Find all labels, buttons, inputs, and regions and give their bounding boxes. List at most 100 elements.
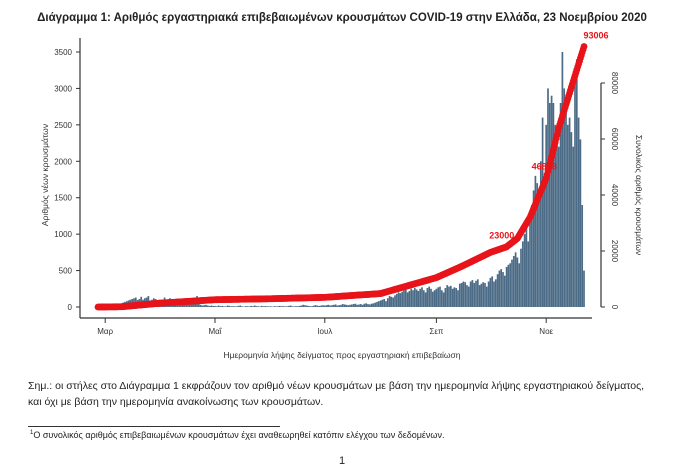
bar	[473, 282, 476, 307]
bar	[516, 257, 519, 307]
bar	[208, 305, 211, 307]
bar	[367, 304, 369, 307]
bar	[383, 298, 386, 307]
bar	[282, 306, 285, 307]
bar	[566, 124, 569, 307]
bar	[442, 292, 445, 307]
bar	[579, 139, 582, 307]
x-tick-label: Ιουλ	[317, 327, 332, 336]
bar	[538, 197, 540, 307]
bar	[340, 304, 342, 307]
bar	[462, 281, 465, 307]
x-tick-label: Σεπ	[429, 327, 444, 336]
y-tick-label: 1000	[54, 230, 72, 239]
bar	[392, 297, 395, 307]
bar	[406, 292, 409, 307]
bar	[512, 256, 515, 307]
bar	[253, 305, 256, 307]
cumulative-point	[580, 43, 588, 50]
bar	[269, 306, 272, 307]
bar	[295, 306, 297, 307]
bar	[530, 205, 533, 307]
bar	[334, 304, 337, 307]
y-tick-label: 0	[68, 303, 73, 312]
bar	[336, 305, 339, 307]
bar	[484, 282, 486, 307]
bar	[358, 304, 360, 307]
bar	[413, 288, 416, 307]
bar	[370, 303, 373, 307]
bar	[386, 298, 389, 307]
bar	[557, 146, 560, 307]
y-tick-label: 3000	[54, 84, 72, 93]
bar	[233, 306, 236, 307]
bar	[451, 288, 454, 307]
bar	[410, 288, 413, 307]
bar	[361, 304, 364, 307]
bar	[527, 241, 530, 307]
bar	[381, 299, 384, 307]
bar	[194, 301, 197, 307]
bar	[554, 124, 557, 307]
bar	[228, 305, 231, 307]
bar	[230, 306, 233, 307]
bar	[439, 286, 441, 307]
bar	[480, 283, 483, 307]
bar	[502, 272, 504, 307]
x-tick-label: Μαΐ	[208, 327, 222, 336]
bar	[532, 190, 535, 307]
bar	[343, 304, 346, 307]
bar	[260, 305, 263, 307]
bar	[250, 305, 252, 307]
bar	[478, 285, 481, 307]
bar	[206, 305, 209, 307]
bar	[223, 306, 225, 307]
bar	[421, 287, 423, 307]
footnote-text: Ο συνολικός αριθμός επιβεβαιωμένων κρουσ…	[33, 430, 445, 440]
bar	[359, 304, 362, 307]
bar	[394, 295, 396, 307]
bar	[314, 305, 317, 307]
bar	[374, 302, 377, 307]
bar	[467, 286, 470, 307]
bar	[485, 286, 488, 307]
bar	[232, 306, 234, 307]
bar	[433, 290, 436, 307]
bar	[408, 290, 411, 307]
bar	[511, 259, 513, 307]
x-tick-label: Νοε	[539, 327, 553, 336]
x-axis-label: Ημερομηνία λήψης δείγματος προς εργαστηρ…	[223, 350, 460, 360]
bar	[534, 175, 537, 307]
bar	[224, 306, 227, 307]
bar	[262, 306, 265, 307]
bar	[329, 305, 332, 307]
bar	[289, 305, 292, 307]
bar	[395, 293, 398, 307]
bar	[487, 281, 490, 307]
bar	[251, 306, 254, 307]
bar	[489, 277, 492, 307]
bar	[259, 306, 261, 307]
bar	[520, 248, 522, 307]
bar	[235, 306, 238, 307]
bar	[457, 290, 459, 307]
bar	[356, 304, 359, 307]
bar	[347, 305, 350, 307]
bar	[453, 287, 456, 307]
bar	[214, 305, 216, 307]
bar	[372, 303, 375, 307]
bar	[385, 301, 387, 307]
chart-note: Σημ.: οι στήλες στο Διάγραμμα 1 εκφράζου…	[28, 380, 645, 408]
bar	[440, 290, 443, 307]
covid-chart: 0 500 1000 1500 2000 2500 3000 3500 0 20000 40000 6…	[40, 31, 644, 360]
footnote: 1Ο συνολικός αριθμός επιβεβαιωμένων κρου…	[30, 430, 444, 440]
bar	[237, 305, 240, 307]
bar	[572, 146, 575, 307]
bar	[460, 282, 463, 307]
bar	[431, 291, 434, 307]
bar	[181, 303, 184, 307]
y2-tick-label: 0	[610, 305, 619, 310]
footnote-divider	[28, 426, 280, 427]
bar	[563, 88, 566, 307]
bar	[543, 175, 546, 307]
